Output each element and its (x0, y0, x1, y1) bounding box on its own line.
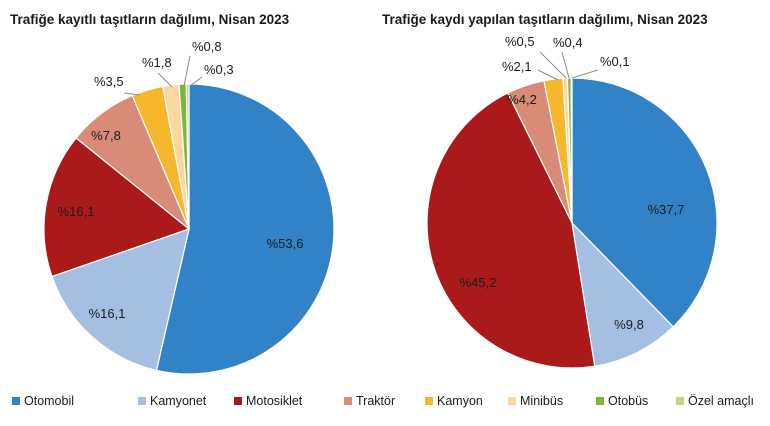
legend-swatch-4 (425, 397, 433, 405)
data-label-right-1: %9,8 (614, 317, 644, 332)
legend-swatch-3 (344, 397, 352, 405)
pie-slice-left-0 (155, 83, 335, 375)
data-label-right-7: %0,1 (600, 54, 630, 69)
legend-item-2: Motosiklet (246, 394, 303, 408)
leader-line-right-7 (571, 69, 599, 79)
legend-swatch-6 (596, 397, 604, 405)
legend-swatch-7 (676, 397, 684, 405)
leader-line-right-5 (539, 51, 567, 79)
pie-slice-right-7 (570, 77, 573, 224)
data-label-right-0: %37,7 (648, 202, 685, 217)
legend-swatch-1 (138, 397, 146, 405)
pie-slice-left-1 (51, 228, 190, 372)
legend-item-4: Kamyon (437, 394, 483, 408)
data-label-left-1: %16,1 (89, 306, 126, 321)
data-label-right-4: %2,1 (502, 59, 532, 74)
legend-swatch-2 (234, 397, 242, 405)
pie-slice-right-0 (571, 77, 718, 328)
leader-line-left-4 (123, 92, 141, 96)
pie-slice-left-2 (43, 137, 191, 278)
pie-slice-right-2 (426, 92, 596, 369)
data-label-right-3: %4,2 (507, 92, 537, 107)
legend-item-3: Traktör (356, 394, 395, 408)
pie-slice-left-7 (185, 83, 190, 230)
data-label-left-0: %53,6 (267, 236, 304, 251)
legend-item-7: Özel amaçlı (688, 394, 754, 408)
data-label-left-2: %16,1 (58, 204, 95, 219)
pie-chart-new-registrations: %37,7 %9,8 %45,2 %4,2 %2,1 %0,5 %0,4 %0,1 (426, 34, 718, 369)
legend-item-1: Kamyonet (150, 394, 207, 408)
chart-title-right: Trafiğe kaydı yapılan taşıtların dağılım… (382, 12, 708, 27)
legend-item-6: Otobüs (608, 394, 648, 408)
data-label-left-7: %0,3 (204, 62, 234, 77)
pie-slice-right-1 (571, 221, 675, 367)
legend-swatch-0 (12, 397, 20, 405)
legend-swatch-5 (508, 397, 516, 405)
data-label-left-4: %3,5 (94, 74, 124, 89)
data-label-right-2: %45,2 (460, 275, 497, 290)
chart-title-left: Trafiğe kayıtlı taşıtların dağılımı, Nis… (10, 12, 290, 27)
leader-line-left-7 (189, 76, 203, 87)
leader-line-left-6 (183, 55, 191, 87)
data-label-left-3: %7,8 (91, 128, 121, 143)
pie-chart-registered: %53,6 %16,1 %16,1 %7,8 %3,5 %1,8 %0,8 %0,3 (43, 39, 335, 375)
data-label-right-5: %0,5 (505, 34, 535, 49)
data-label-left-6: %0,8 (192, 39, 222, 54)
leader-line-right-6 (561, 51, 570, 79)
legend-item-0: Otomobil (24, 394, 74, 408)
leader-line-left-5 (157, 72, 173, 88)
legend-item-5: Minibüs (520, 394, 563, 408)
legend: Otomobil Kamyonet Motosiklet Traktör Kamyon M… (12, 394, 754, 408)
data-label-left-5: %1,8 (142, 55, 172, 70)
data-label-right-6: %0,4 (553, 35, 583, 50)
leader-line-right-4 (537, 69, 559, 81)
